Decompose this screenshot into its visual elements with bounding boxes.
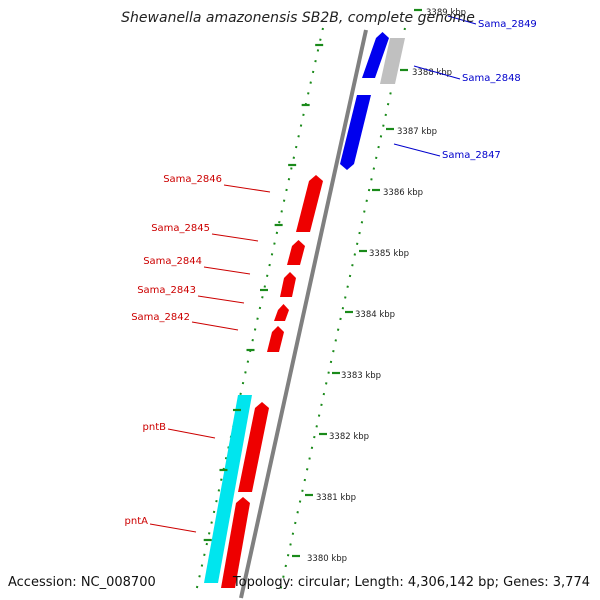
gene-label[interactable]: pntB xyxy=(143,422,167,433)
gene-feature[interactable] xyxy=(362,32,389,78)
scale-tick-label: 3389 kbp xyxy=(426,8,466,18)
scale-tick-label: 3381 kbp xyxy=(316,493,356,503)
gene-leader-line xyxy=(191,321,239,331)
scale-tick-label: 3382 kbp xyxy=(329,432,369,442)
scale-tick-label: 3380 kbp xyxy=(307,554,347,564)
gene-feature[interactable] xyxy=(340,95,371,170)
gene-label[interactable]: Sama_2848 xyxy=(462,73,521,84)
gene-leader-line xyxy=(393,143,441,157)
scale-tick-label: 3384 kbp xyxy=(355,310,395,320)
gene-feature[interactable] xyxy=(238,402,269,492)
scale-tick-label: 3386 kbp xyxy=(383,188,423,198)
gene-label[interactable]: Sama_2843 xyxy=(137,285,196,296)
genome-backbone xyxy=(239,29,368,599)
accession-text: Accession: NC_008700 xyxy=(8,575,156,590)
gene-feature[interactable] xyxy=(267,326,284,352)
gene-feature[interactable] xyxy=(380,38,405,84)
scale-tick-label: 3385 kbp xyxy=(369,249,409,259)
gene-label[interactable]: Sama_2845 xyxy=(151,223,210,234)
gene-feature[interactable] xyxy=(280,272,296,297)
gene-leader-line xyxy=(211,233,259,242)
gene-label[interactable]: pntA xyxy=(125,516,149,527)
gene-leader-line xyxy=(413,65,461,80)
gene-feature[interactable] xyxy=(296,175,323,232)
gene-label[interactable]: Sama_2849 xyxy=(478,19,537,30)
gene-leader-line xyxy=(197,295,245,304)
gene-leader-line xyxy=(167,428,216,439)
gene-feature[interactable] xyxy=(274,304,289,321)
gene-leader-line xyxy=(447,15,477,25)
genome-summary-text: Topology: circular; Length: 4,306,142 bp… xyxy=(232,575,590,590)
gene-label[interactable]: Sama_2846 xyxy=(163,174,222,185)
scale-tick-label: 3383 kbp xyxy=(341,371,381,381)
scale-tick-label: 3388 kbp xyxy=(412,68,452,78)
map-title: Shewanella amazonensis SB2B, complete ge… xyxy=(121,10,475,26)
gene-feature[interactable] xyxy=(221,497,250,588)
gene-leader-line xyxy=(223,184,271,193)
gene-leader-line xyxy=(203,266,251,275)
scale-tick-label: 3387 kbp xyxy=(397,127,437,137)
gene-label[interactable]: Sama_2842 xyxy=(131,312,190,323)
gene-label[interactable]: Sama_2847 xyxy=(442,150,501,161)
gene-leader-line xyxy=(149,523,197,533)
operon-band xyxy=(204,395,252,583)
gene-label[interactable]: Sama_2844 xyxy=(143,256,202,267)
gene-feature[interactable] xyxy=(287,240,305,265)
